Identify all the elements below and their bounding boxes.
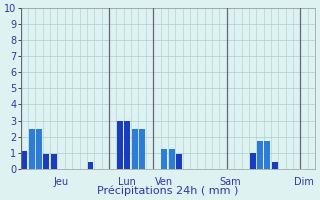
Bar: [132, 129, 138, 169]
Text: Lun: Lun: [118, 177, 136, 187]
Bar: [264, 141, 270, 169]
Bar: [21, 151, 27, 169]
Bar: [29, 129, 35, 169]
Bar: [169, 149, 174, 169]
Text: Ven: Ven: [155, 177, 173, 187]
Bar: [44, 154, 49, 169]
Bar: [139, 129, 145, 169]
Bar: [176, 154, 182, 169]
Bar: [36, 129, 42, 169]
Bar: [124, 121, 130, 169]
Bar: [272, 162, 278, 169]
Bar: [250, 153, 256, 169]
Bar: [257, 141, 263, 169]
Bar: [161, 149, 167, 169]
Text: Dim: Dim: [294, 177, 314, 187]
Text: Sam: Sam: [220, 177, 241, 187]
Bar: [117, 121, 123, 169]
Text: Jeu: Jeu: [53, 177, 69, 187]
Bar: [51, 154, 57, 169]
Bar: [88, 162, 93, 169]
X-axis label: Précipitations 24h ( mm ): Précipitations 24h ( mm ): [97, 185, 239, 196]
